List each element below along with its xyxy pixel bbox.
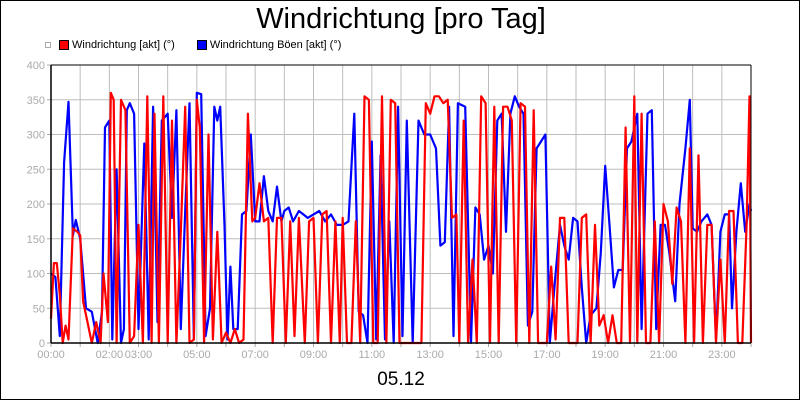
legend-swatch-blue <box>196 40 207 50</box>
y-tick-label: 100 <box>27 269 45 281</box>
legend-item-windrichtung-boeen: Windrichtung Böen [akt] (°) <box>196 39 342 51</box>
y-tick-label: 200 <box>27 199 45 211</box>
legend-marker-icon <box>45 42 51 48</box>
x-tick-label: 02:00 <box>96 349 124 361</box>
x-tick-label: 19:00 <box>591 349 619 361</box>
x-tick-label: 17:00 <box>533 349 561 361</box>
x-tick-label: 13:00 <box>416 349 444 361</box>
y-tick-label: 0 <box>39 338 45 350</box>
chart-title: Windrichtung [pro Tag] <box>256 3 546 35</box>
x-tick-label: 07:00 <box>241 349 269 361</box>
legend-item-windrichtung: Windrichtung [akt] (°) <box>59 39 175 51</box>
y-tick-label: 250 <box>27 164 45 176</box>
x-tick-label: 09:00 <box>300 349 328 361</box>
legend: Windrichtung [akt] (°) Windrichtung Böen… <box>45 39 363 51</box>
x-tick-label: 05:00 <box>183 349 211 361</box>
x-tick-label: 03:00 <box>125 349 153 361</box>
legend-label: Windrichtung [akt] (°) <box>72 39 175 51</box>
x-tick-label: 00:00 <box>37 349 65 361</box>
y-tick-label: 350 <box>27 95 45 107</box>
y-tick-label: 400 <box>27 60 45 72</box>
y-tick-label: 150 <box>27 234 45 246</box>
x-tick-label: 23:00 <box>708 349 736 361</box>
legend-label: Windrichtung Böen [akt] (°) <box>209 39 342 51</box>
x-tick-label: 15:00 <box>475 349 503 361</box>
y-tick-label: 300 <box>27 130 45 142</box>
y-tick-label: 50 <box>33 303 45 315</box>
series-line-windrichtung <box>49 91 753 345</box>
x-axis-title: 05.12 <box>377 369 425 390</box>
x-tick-label: 11:00 <box>358 349 385 361</box>
legend-swatch-red <box>59 40 69 50</box>
x-tick-label: 21:00 <box>650 349 678 361</box>
